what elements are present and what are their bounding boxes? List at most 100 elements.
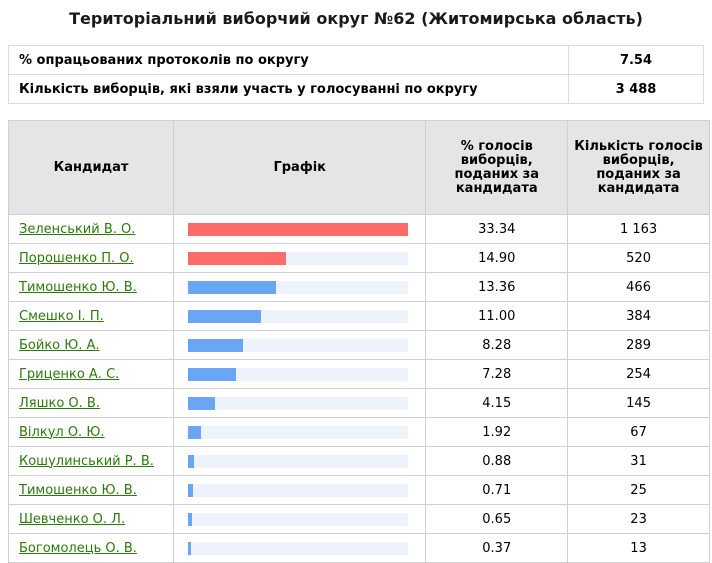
- graph-cell: [173, 504, 427, 534]
- candidate-cell: Богомолець О. В.: [7, 533, 175, 563]
- graph-cell: [173, 446, 427, 476]
- vote-bar: [188, 280, 277, 294]
- count-cell: 1 163: [567, 214, 710, 244]
- graph-cell: [173, 243, 427, 273]
- candidate-cell: Тимошенко Ю. В.: [7, 475, 175, 505]
- percent-cell: 33.34: [425, 214, 569, 244]
- vote-bar-track: [188, 309, 409, 323]
- vote-bar-track: [188, 541, 409, 555]
- vote-bar: [188, 483, 193, 497]
- graph-cell: [173, 533, 427, 563]
- vote-bar: [188, 367, 237, 381]
- candidate-cell: Зеленський В. О.: [7, 214, 175, 244]
- graph-cell: [173, 388, 427, 418]
- graph-cell: [173, 330, 427, 360]
- graph-cell: [173, 417, 427, 447]
- table-row: Ляшко О. В. 4.15 145: [7, 388, 710, 418]
- vote-bar-track: [188, 338, 409, 352]
- percent-cell: 1.92: [425, 417, 569, 447]
- candidate-cell: Шевченко О. Л.: [7, 504, 175, 534]
- candidate-cell: Кошулинський Р. В.: [7, 446, 175, 476]
- graph-cell: [173, 301, 427, 331]
- page-title: Територіальний виборчий округ №62 (Житом…: [69, 9, 643, 28]
- count-cell: 23: [567, 504, 710, 534]
- graph-cell: [173, 214, 427, 244]
- percent-cell: 0.88: [425, 446, 569, 476]
- graph-cell: [173, 475, 427, 505]
- candidate-link[interactable]: Ляшко О. В.: [19, 395, 100, 411]
- percent-cell: 4.15: [425, 388, 569, 418]
- percent-cell: 0.65: [425, 504, 569, 534]
- summary-row-protocols: % опрацьованих протоколів по округу 7.54: [8, 45, 704, 75]
- header-candidate: Кандидат: [7, 120, 175, 215]
- vote-bar-track: [188, 367, 409, 381]
- table-row: Смешко І. П. 11.00 384: [7, 301, 710, 331]
- table-row: Тимошенко Ю. В. 13.36 466: [7, 272, 710, 302]
- count-cell: 384: [567, 301, 710, 331]
- vote-bar: [188, 222, 409, 236]
- candidate-cell: Бойко Ю. А.: [7, 330, 175, 360]
- percent-cell: 7.28: [425, 359, 569, 389]
- vote-bar-track: [188, 512, 409, 526]
- vote-bar: [188, 425, 201, 439]
- summary-label: % опрацьованих протоколів по округу: [8, 45, 569, 75]
- vote-bar-track: [188, 222, 409, 236]
- candidate-link[interactable]: Бойко Ю. А.: [19, 337, 100, 353]
- results-table: Кандидат Графік % голосів виборців, пода…: [7, 120, 710, 563]
- candidate-cell: Порошенко П. О.: [7, 243, 175, 273]
- table-row: Тимошенко Ю. В. 0.71 25: [7, 475, 710, 505]
- summary-value: 3 488: [568, 74, 704, 104]
- candidate-link[interactable]: Вілкул О. Ю.: [19, 424, 105, 440]
- percent-cell: 14.90: [425, 243, 569, 273]
- count-cell: 520: [567, 243, 710, 273]
- candidate-cell: Смешко І. П.: [7, 301, 175, 331]
- table-row: Кошулинський Р. В. 0.88 31: [7, 446, 710, 476]
- vote-bar: [188, 396, 216, 410]
- candidate-link[interactable]: Тимошенко Ю. В.: [19, 279, 137, 295]
- percent-cell: 8.28: [425, 330, 569, 360]
- vote-bar: [188, 338, 243, 352]
- count-cell: 145: [567, 388, 710, 418]
- vote-bar-track: [188, 396, 409, 410]
- count-cell: 466: [567, 272, 710, 302]
- summary-table: % опрацьованих протоколів по округу 7.54…: [8, 45, 704, 104]
- percent-cell: 0.37: [425, 533, 569, 563]
- candidate-cell: Ляшко О. В.: [7, 388, 175, 418]
- table-row: Богомолець О. В. 0.37 13: [7, 533, 710, 563]
- count-cell: 13: [567, 533, 710, 563]
- vote-bar: [188, 251, 287, 265]
- candidate-link[interactable]: Богомолець О. В.: [19, 540, 137, 556]
- vote-bar-track: [188, 280, 409, 294]
- candidate-link[interactable]: Кошулинський Р. В.: [19, 453, 154, 469]
- header-percent: % голосів виборців, поданих за кандидата: [425, 120, 569, 215]
- table-row: Вілкул О. Ю. 1.92 67: [7, 417, 710, 447]
- candidate-link[interactable]: Смешко І. П.: [19, 308, 104, 324]
- candidate-link[interactable]: Шевченко О. Л.: [19, 511, 126, 527]
- count-cell: 289: [567, 330, 710, 360]
- table-row: Гриценко А. С. 7.28 254: [7, 359, 710, 389]
- count-cell: 31: [567, 446, 710, 476]
- vote-bar-track: [188, 251, 409, 265]
- results-header-row: Кандидат Графік % голосів виборців, пода…: [7, 120, 710, 215]
- percent-cell: 11.00: [425, 301, 569, 331]
- candidate-cell: Тимошенко Ю. В.: [7, 272, 175, 302]
- count-cell: 25: [567, 475, 710, 505]
- candidate-link[interactable]: Тимошенко Ю. В.: [19, 482, 137, 498]
- graph-cell: [173, 359, 427, 389]
- vote-bar: [188, 454, 194, 468]
- vote-bar: [188, 512, 193, 526]
- header-count: Кількість голосів виборців, поданих за к…: [567, 120, 710, 215]
- header-graph: Графік: [173, 120, 427, 215]
- summary-value: 7.54: [568, 45, 704, 75]
- table-row: Порошенко П. О. 14.90 520: [7, 243, 710, 273]
- count-cell: 254: [567, 359, 710, 389]
- percent-cell: 13.36: [425, 272, 569, 302]
- candidate-link[interactable]: Гриценко А. С.: [19, 366, 120, 382]
- vote-bar: [188, 541, 191, 555]
- candidate-cell: Гриценко А. С.: [7, 359, 175, 389]
- candidate-link[interactable]: Порошенко П. О.: [19, 250, 134, 266]
- table-row: Бойко Ю. А. 8.28 289: [7, 330, 710, 360]
- candidate-link[interactable]: Зеленський В. О.: [19, 221, 136, 237]
- table-row: Шевченко О. Л. 0.65 23: [7, 504, 710, 534]
- vote-bar-track: [188, 454, 409, 468]
